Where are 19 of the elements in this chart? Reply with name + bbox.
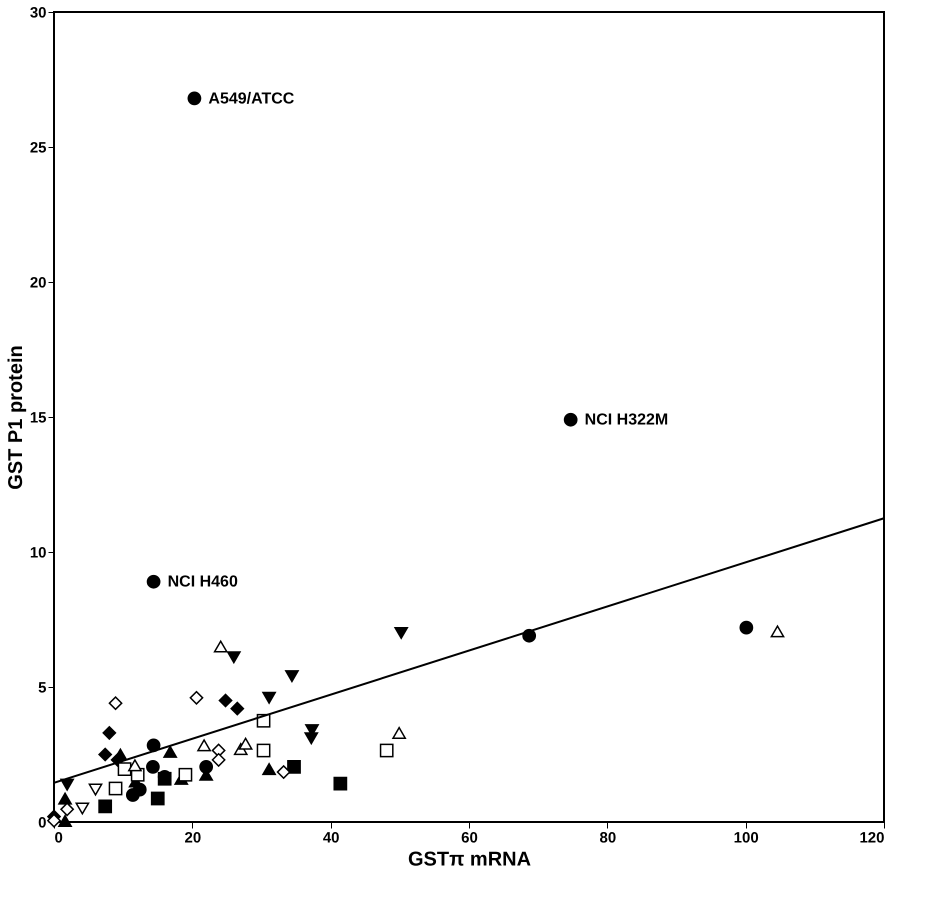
- y-tick-label: 15: [30, 410, 46, 426]
- y-tick-label: 30: [30, 4, 46, 22]
- x-tick-label: 0: [54, 830, 63, 846]
- annotation: A549/ATCC: [208, 90, 295, 108]
- x-tick-label: 40: [322, 830, 340, 846]
- x-tick-label: 60: [461, 830, 478, 846]
- annotation: NCI H322M: [584, 412, 668, 429]
- y-tick-label: 5: [38, 680, 46, 696]
- x-axis-title: GSTπ mRNA: [408, 848, 532, 870]
- annotation: NCI H460: [168, 574, 238, 591]
- y-tick-label: 25: [30, 140, 46, 156]
- y-axis-title: GST P1 protein: [4, 345, 27, 490]
- x-tick-label: 120: [859, 830, 884, 846]
- y-tick-label: 10: [30, 544, 46, 562]
- x-tick-label: 100: [734, 830, 759, 846]
- y-tick-label: 20: [30, 274, 46, 292]
- x-tick-label: 20: [184, 830, 202, 846]
- y-tick-label: 0: [38, 814, 46, 832]
- x-tick-label: 80: [599, 830, 616, 846]
